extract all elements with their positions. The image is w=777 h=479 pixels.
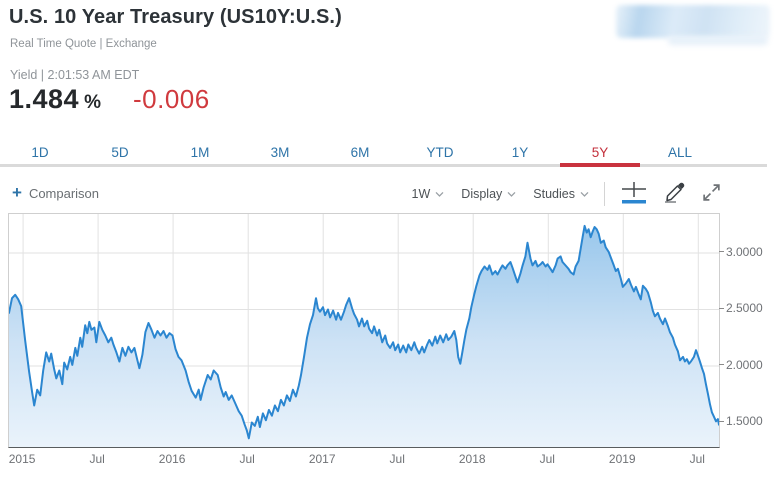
chevron-down-icon [580,185,589,203]
dropdown-1w[interactable]: 1W [412,185,445,203]
tab-5d[interactable]: 5D [111,145,129,160]
active-tab-underline [560,163,640,167]
y-axis-tick [719,307,724,309]
dropdown-label: Studies [533,187,575,201]
x-axis-label: Jul [389,452,405,466]
tab-all[interactable]: ALL [667,145,693,160]
yield-area-chart [9,214,719,447]
x-axis-label: Jul [689,452,705,466]
yield-timestamp: Yield | 2:01:53 AM EDT [10,68,140,82]
tab-6m[interactable]: 6M [350,145,370,160]
tab-1d[interactable]: 1D [31,145,49,160]
x-axis-label: Jul [239,452,255,466]
plus-icon: + [12,183,22,202]
dropdown-label: 1W [411,187,431,201]
chevron-down-icon [435,185,444,203]
comparison-label: Comparison [28,185,100,201]
y-axis-label: 2.0000 [726,357,763,372]
x-axis-label: 2017 [308,452,336,466]
y-axis-tick [719,251,724,253]
y-axis-tick [719,420,724,422]
range-tabs: 1D 5D 1M 3M 6M YTD 1Y 5Y ALL [0,143,777,169]
chart-toolbar: 1W Display Studies [412,180,722,208]
redacted-area [616,5,770,38]
tab-1m[interactable]: 1M [190,145,210,160]
price-row: 1.484 % -0.006 [9,84,210,115]
quote-source-label: Real Time Quote | Exchange [10,38,157,50]
price-unit: % [84,92,101,113]
dropdown-group: 1W Display Studies [412,185,589,203]
x-axis-label: Jul [539,452,555,466]
dropdown-studies[interactable]: Studies [533,185,589,203]
tab-1y[interactable]: 1Y [511,145,529,160]
toolbar-divider [604,182,605,206]
x-axis-label: 2018 [458,452,486,466]
crosshair-tool-button[interactable] [620,181,648,208]
y-axis-label: 3.0000 [726,244,763,259]
price-change: -0.006 [132,84,210,114]
y-axis-label: 2.5000 [726,301,763,316]
fullscreen-button[interactable] [701,182,722,206]
expand-icon [701,182,722,206]
price-chart-plot[interactable] [8,213,720,448]
redacted-area-tail [668,36,768,45]
dropdown-label: Display [461,187,503,201]
pencil-icon [663,181,686,207]
x-axis-label: 2015 [8,452,36,466]
page-title: U.S. 10 Year Treasury (US10Y:U.S.) [9,6,342,28]
tab-5y[interactable]: 5Y [591,145,609,160]
last-price: 1.484 [9,84,80,114]
tab-ytd[interactable]: YTD [426,145,454,160]
chevron-down-icon [507,185,516,203]
add-comparison-button[interactable]: + Comparison [12,183,100,202]
y-axis-label: 1.5000 [726,414,763,429]
dropdown-display[interactable]: Display [461,185,516,203]
y-axis-tick [719,364,724,366]
x-axis-label: 2019 [608,452,636,466]
x-axis-label: 2016 [158,452,186,466]
crosshair-icon [620,181,648,208]
tab-3m[interactable]: 3M [270,145,290,160]
tab-underline-track [0,164,767,167]
draw-tool-button[interactable] [663,181,686,207]
x-axis-label: Jul [89,452,105,466]
chart-area: 1.5000 2.0000 2.5000 3.0000 2015 Jul 2016 Jul 20… [8,213,777,479]
range-tabs-row: 1D 5D 1M 3M 6M YTD 1Y 5Y ALL [0,143,720,163]
